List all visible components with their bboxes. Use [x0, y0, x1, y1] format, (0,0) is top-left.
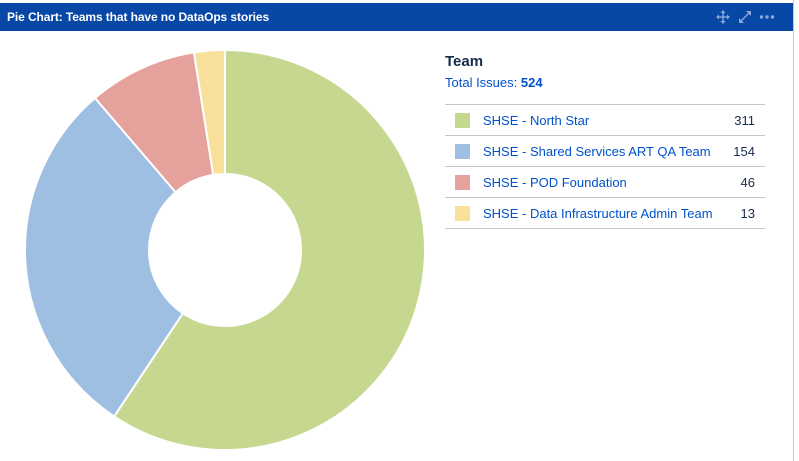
legend-row: SHSE - Shared Services ART QA Team 154 [445, 135, 765, 167]
move-icon[interactable] [715, 9, 731, 25]
legend-row: SHSE - Data Infrastructure Admin Team 13 [445, 197, 765, 229]
gadget-title: Pie Chart: Teams that have no DataOps st… [7, 10, 270, 24]
legend-item-count: 46 [715, 166, 765, 198]
chart-legend: Team Total Issues: 524 SHSE - North Star… [445, 52, 765, 229]
legend-item-name[interactable]: SHSE - North Star [483, 104, 715, 136]
legend-swatch [455, 206, 470, 222]
legend-heading: Team [445, 53, 484, 70]
total-issues-value[interactable]: 524 [520, 75, 543, 90]
pie-slice-4[interactable] [192, 48, 226, 177]
legend-swatch [455, 144, 470, 160]
more-options-icon[interactable] [759, 9, 775, 25]
total-issues-label: Total Issues: [445, 75, 518, 90]
legend-item-name[interactable]: SHSE - POD Foundation [483, 166, 715, 198]
header-actions [715, 3, 775, 31]
legend-table: SHSE - North Star 311 SHSE - Shared Servic… [445, 104, 765, 229]
legend-item-name[interactable]: SHSE - Shared Services ART QA Team [483, 135, 715, 167]
legend-swatch [455, 175, 470, 191]
legend-item-count: 13 [715, 197, 765, 229]
gadget-header: Pie Chart: Teams that have no DataOps st… [0, 3, 793, 31]
pie-slice-1[interactable] [112, 48, 426, 451]
pie-chart [18, 45, 433, 455]
legend-swatch [455, 113, 470, 129]
legend-item-count: 154 [715, 135, 765, 167]
expand-icon[interactable] [737, 9, 753, 25]
pie-chart-svg [24, 48, 426, 451]
pie-slice-2[interactable] [24, 96, 185, 418]
total-issues: Total Issues: 524 [445, 74, 765, 92]
legend-row: SHSE - North Star 311 [445, 104, 765, 136]
legend-item-name[interactable]: SHSE - Data Infrastructure Admin Team [483, 197, 715, 229]
legend-row: SHSE - POD Foundation 46 [445, 166, 765, 198]
legend-item-count: 311 [715, 104, 765, 136]
